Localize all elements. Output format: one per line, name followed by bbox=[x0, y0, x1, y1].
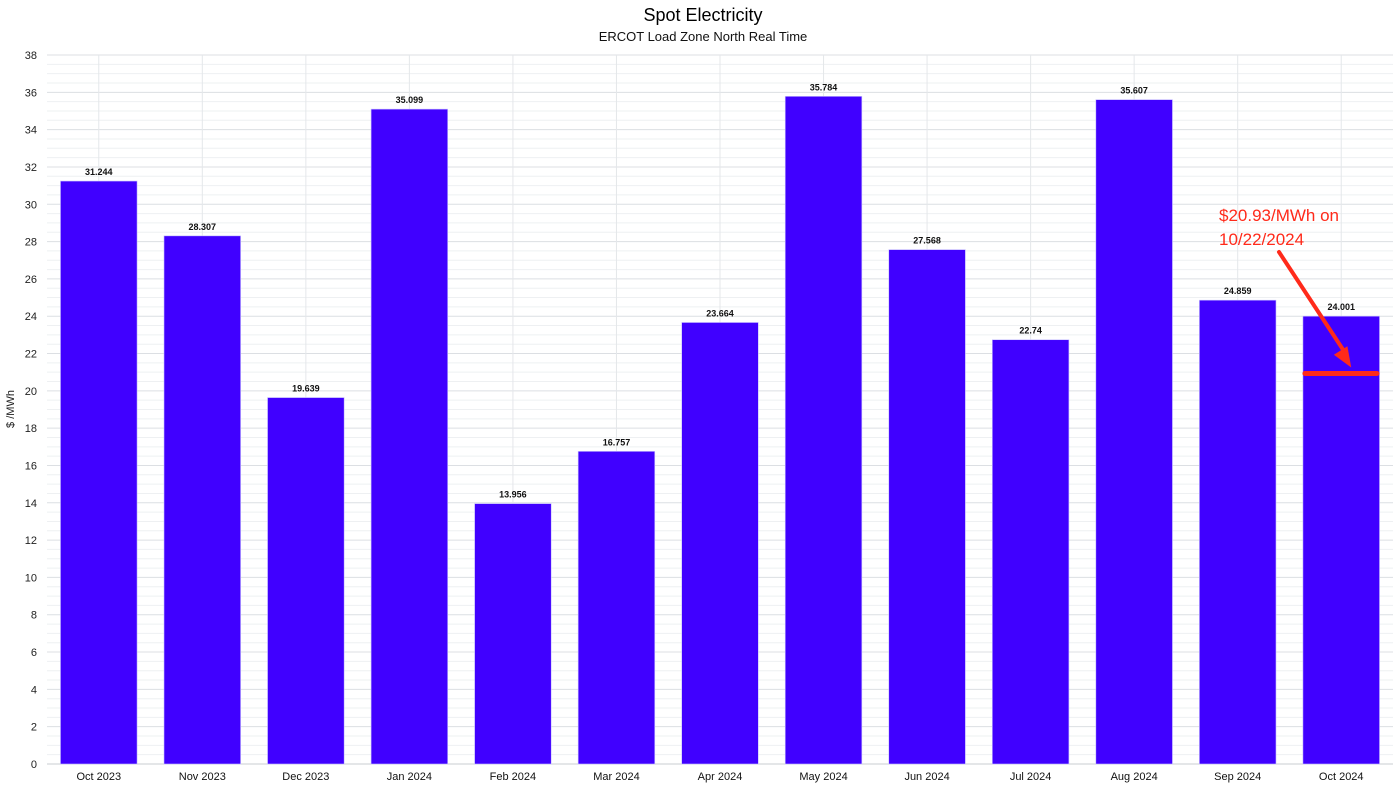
chart-title: Spot Electricity bbox=[643, 5, 762, 25]
bar-jun-2024 bbox=[888, 249, 966, 765]
x-tick-label: May 2024 bbox=[799, 771, 847, 783]
y-tick-label: 12 bbox=[25, 535, 37, 547]
annotation-arrow-head bbox=[1333, 346, 1352, 368]
y-tick-label: 0 bbox=[31, 759, 37, 771]
annotation-line-1: $20.93/MWh on bbox=[1219, 206, 1339, 225]
y-tick-label: 36 bbox=[25, 87, 37, 99]
data-label: 27.568 bbox=[913, 236, 941, 246]
x-tick-label: Oct 2024 bbox=[1319, 771, 1364, 783]
bars bbox=[60, 96, 1380, 765]
bar-feb-2024 bbox=[474, 503, 552, 765]
x-tick-label: Oct 2023 bbox=[76, 771, 121, 783]
y-tick-label: 34 bbox=[25, 125, 37, 137]
x-tick-label: Jul 2024 bbox=[1010, 771, 1052, 783]
x-tick-label: Jan 2024 bbox=[387, 771, 432, 783]
y-tick-label: 22 bbox=[25, 349, 37, 361]
bar-jan-2024 bbox=[370, 108, 448, 765]
bar-nov-2023 bbox=[163, 235, 241, 765]
bar-oct-2024 bbox=[1302, 315, 1380, 765]
data-label: 35.784 bbox=[810, 82, 838, 92]
y-tick-label: 26 bbox=[25, 274, 37, 286]
data-label: 24.859 bbox=[1224, 286, 1252, 296]
y-tick-label: 8 bbox=[31, 610, 37, 622]
y-tick-label: 6 bbox=[31, 647, 37, 659]
annotation: $20.93/MWh on 10/22/2024 bbox=[1219, 206, 1380, 376]
y-tick-label: 10 bbox=[25, 572, 37, 584]
y-tick-label: 28 bbox=[25, 237, 37, 249]
bar-may-2024 bbox=[784, 96, 863, 765]
data-labels: 31.244 28.307 19.639 35.099 13.956 16.757 23.6… bbox=[85, 82, 1355, 499]
y-tick-label: 24 bbox=[25, 311, 37, 323]
annotation-arrow-shaft bbox=[1277, 250, 1349, 357]
x-tick-label: Dec 2023 bbox=[282, 771, 329, 783]
data-label: 35.607 bbox=[1120, 86, 1148, 96]
data-label: 16.757 bbox=[603, 437, 631, 447]
y-tick-label: 4 bbox=[31, 684, 37, 696]
y-tick-label: 16 bbox=[25, 460, 37, 472]
y-tick-label: 30 bbox=[25, 199, 37, 211]
y-tick-label: 38 bbox=[25, 50, 37, 62]
x-tick-label: Mar 2024 bbox=[593, 771, 639, 783]
bar-apr-2024 bbox=[681, 322, 759, 765]
y-axis-label: $ /MWh bbox=[5, 390, 17, 428]
y-tick-label: 2 bbox=[31, 722, 37, 734]
bar-jul-2024 bbox=[992, 339, 1070, 765]
data-label: 19.639 bbox=[292, 384, 320, 394]
y-tick-label: 14 bbox=[25, 498, 37, 510]
data-label: 31.244 bbox=[85, 167, 113, 177]
bar-dec-2023 bbox=[267, 397, 345, 765]
x-tick-label: Aug 2024 bbox=[1111, 771, 1158, 783]
bar-aug-2024 bbox=[1095, 99, 1173, 765]
bar-sep-2024 bbox=[1199, 299, 1277, 765]
bar-oct-2023 bbox=[60, 180, 138, 765]
chart-subtitle: ERCOT Load Zone North Real Time bbox=[599, 29, 808, 44]
data-label: 28.307 bbox=[189, 222, 217, 232]
data-label: 35.099 bbox=[396, 95, 424, 105]
x-tick-label: Jun 2024 bbox=[904, 771, 949, 783]
bar-mar-2024 bbox=[577, 451, 656, 765]
data-label: 22.74 bbox=[1019, 326, 1042, 336]
annotation-line-2: 10/22/2024 bbox=[1219, 230, 1304, 249]
y-tick-label: 20 bbox=[25, 386, 37, 398]
x-tick-label: Nov 2023 bbox=[179, 771, 226, 783]
x-axis-ticks: Oct 2023 Nov 2023 Dec 2023 Jan 2024 Feb 2024… bbox=[76, 771, 1363, 783]
data-label: 13.956 bbox=[499, 490, 527, 500]
x-tick-label: Sep 2024 bbox=[1214, 771, 1261, 783]
data-label: 23.664 bbox=[706, 308, 734, 318]
x-tick-label: Feb 2024 bbox=[490, 771, 536, 783]
y-tick-label: 32 bbox=[25, 162, 37, 174]
y-tick-label: 18 bbox=[25, 423, 37, 435]
x-tick-label: Apr 2024 bbox=[698, 771, 743, 783]
data-label: 24.001 bbox=[1327, 302, 1355, 312]
